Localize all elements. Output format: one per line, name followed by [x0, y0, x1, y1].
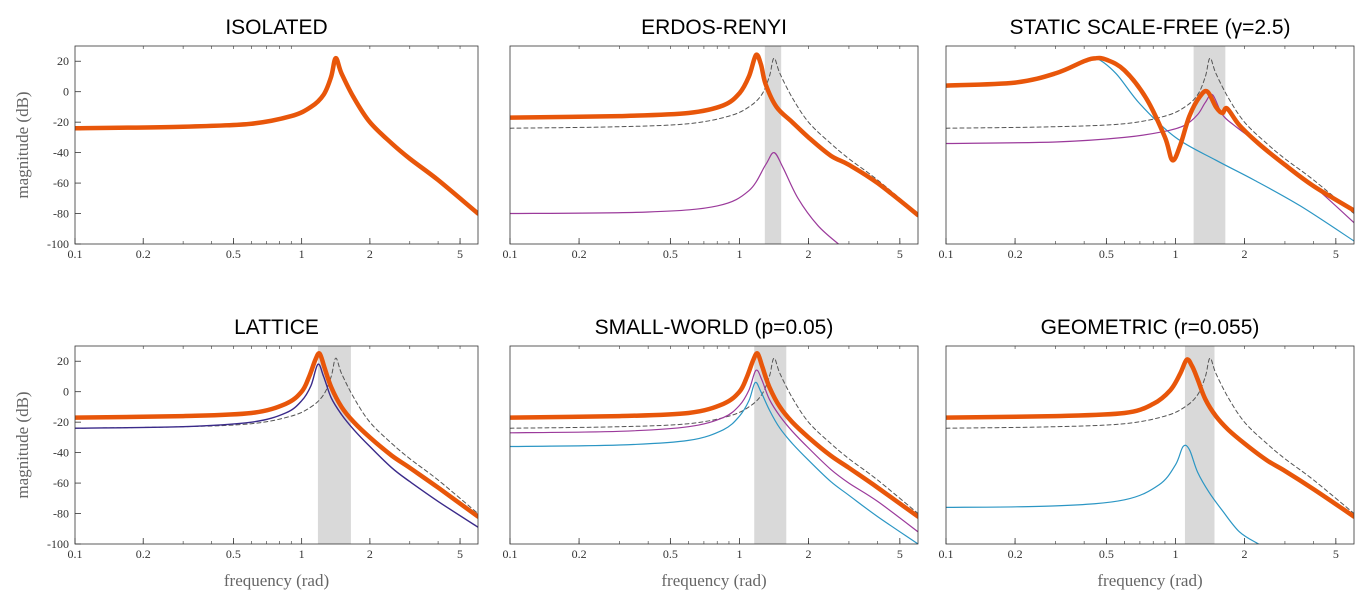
panel-2: ERDOS-RENYI 0.1 0.2 0.5 1 2 5 [503, 16, 919, 261]
panel-title: STATIC SCALE-FREE (γ=2.5) [1009, 16, 1290, 39]
x-tick-label: 5 [1333, 247, 1339, 261]
x-tick-label: 0.2 [136, 247, 151, 261]
panel-title: LATTICE [234, 316, 319, 339]
series-line-main [510, 351, 918, 519]
series-line-purple [510, 369, 918, 533]
plot-frame [945, 345, 1355, 545]
x-axis-label: frequency (rad) [661, 571, 766, 590]
x-tick-label: 0.5 [1099, 247, 1114, 261]
resonance-band [1193, 46, 1226, 244]
x-axis-label: frequency (rad) [1097, 571, 1202, 590]
x-tick-label: 1 [1172, 547, 1178, 561]
series-line-main [510, 52, 918, 218]
y-tick-label: -40 [53, 146, 69, 160]
y-axis-label: magnitude (dB) [13, 391, 32, 498]
x-tick-label: 0.5 [663, 247, 678, 261]
x-tick-label: 0.1 [68, 247, 83, 261]
resonance-band [764, 46, 782, 244]
y-tick-label: -40 [53, 446, 69, 460]
x-tick-label: 1 [736, 547, 742, 561]
resonance-band [317, 346, 351, 544]
panel-title: SMALL-WORLD (p=0.05) [595, 316, 834, 339]
series-line-main [946, 55, 1354, 213]
x-tick-label: 5 [897, 547, 903, 561]
x-tick-label: 0.1 [503, 547, 518, 561]
x-tick-label: 2 [367, 547, 373, 561]
series-line-main [75, 351, 478, 519]
x-tick-label: 0.2 [572, 247, 587, 261]
series-line-purple [510, 152, 839, 244]
plot-frame [74, 45, 479, 245]
plot-frame [509, 45, 919, 245]
x-tick-label: 5 [457, 547, 463, 561]
plot-frame [945, 45, 1355, 245]
y-tick-label: 20 [57, 354, 69, 368]
resonance-band [754, 346, 787, 544]
series-line-ref [510, 57, 918, 214]
x-tick-label: 2 [806, 247, 812, 261]
x-tick-label: 0.1 [503, 247, 518, 261]
plot-frame [509, 345, 919, 545]
y-tick-label: -80 [53, 507, 69, 521]
plot-frame [74, 345, 479, 545]
x-tick-label: 1 [736, 247, 742, 261]
panel-1: ISOLATED 0.1 0.2 0.5 1 2 5 20 0 -20 -40 -60 -80 -100 m… [13, 16, 479, 261]
x-tick-label: 1 [299, 547, 305, 561]
y-axis-label: magnitude (dB) [13, 91, 32, 198]
panel-3: STATIC SCALE-FREE (γ=2.5) 0.1 0.2 0.5 1 2 5 [939, 16, 1355, 261]
x-tick-label: 0.1 [939, 547, 954, 561]
x-tick-label: 2 [1242, 547, 1248, 561]
x-tick-label: 0.1 [939, 247, 954, 261]
series-line-cyan [510, 381, 918, 544]
x-tick-label: 1 [299, 247, 305, 261]
panel-title: ISOLATED [225, 16, 327, 39]
x-tick-label: 0.1 [68, 547, 83, 561]
x-tick-label: 2 [806, 547, 812, 561]
panel-6: GEOMETRIC (r=0.055) 0.1 0.2 0.5 1 2 5 frequency… [939, 316, 1355, 590]
series-line-navy [75, 363, 478, 528]
resonance-band [1184, 346, 1215, 544]
x-tick-label: 2 [367, 247, 373, 261]
panel-title: GEOMETRIC (r=0.055) [1041, 316, 1260, 339]
y-tick-label: 20 [57, 54, 69, 68]
y-tick-label: -60 [53, 476, 69, 490]
x-tick-label: 2 [1242, 247, 1248, 261]
x-tick-label: 1 [1172, 247, 1178, 261]
x-tick-label: 0.5 [226, 247, 241, 261]
series-line-cyan [946, 444, 1260, 544]
x-tick-label: 0.5 [1099, 547, 1114, 561]
series-line-ref [946, 357, 1354, 514]
panel-4: LATTICE 0.1 0.2 0.5 1 2 5 20 0 -20 -40 -60 -80 -100 fr… [13, 316, 479, 590]
x-tick-label: 0.5 [663, 547, 678, 561]
series-line-main [75, 55, 478, 216]
series-line-ref [510, 357, 918, 514]
y-tick-label: 0 [63, 385, 69, 399]
x-tick-label: 0.2 [1008, 547, 1023, 561]
x-tick-label: 5 [1333, 547, 1339, 561]
x-tick-label: 0.5 [226, 547, 241, 561]
series-line-main [946, 357, 1354, 519]
x-tick-label: 0.2 [572, 547, 587, 561]
x-tick-label: 0.2 [136, 547, 151, 561]
x-tick-label: 0.2 [1008, 247, 1023, 261]
y-tick-label: 0 [63, 85, 69, 99]
series-line-purple [946, 93, 1354, 224]
y-tick-label: -100 [47, 537, 69, 551]
y-tick-label: -60 [53, 176, 69, 190]
x-tick-label: 5 [457, 247, 463, 261]
x-axis-label: frequency (rad) [224, 571, 329, 590]
y-tick-label: -20 [53, 415, 69, 429]
panel-title: ERDOS-RENYI [641, 16, 787, 39]
series-line-ref [946, 57, 1354, 214]
x-tick-label: 5 [897, 247, 903, 261]
series-line-ref [75, 357, 478, 514]
y-tick-label: -80 [53, 207, 69, 221]
panel-5: SMALL-WORLD (p=0.05) 0.1 0.2 0.5 1 2 5 frequenc… [503, 316, 919, 590]
y-tick-label: -100 [47, 237, 69, 251]
y-tick-label: -20 [53, 115, 69, 129]
